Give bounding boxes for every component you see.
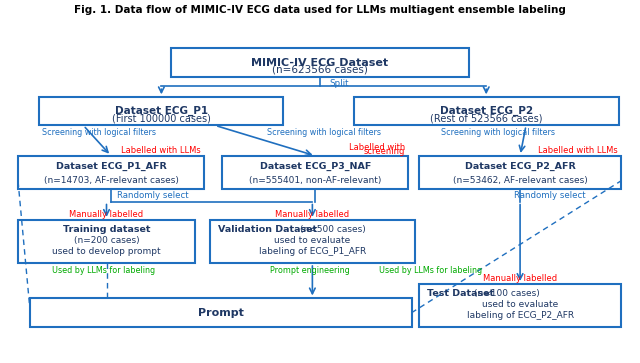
Text: Used by LLMs for labeling: Used by LLMs for labeling xyxy=(52,266,155,275)
Text: Labelled with LLMs: Labelled with LLMs xyxy=(538,146,618,155)
Text: used to develop prompt: used to develop prompt xyxy=(52,247,161,256)
Text: Randomly select: Randomly select xyxy=(117,191,189,200)
Text: Dataset ECG_P3_NAF: Dataset ECG_P3_NAF xyxy=(260,162,371,171)
Text: screening: screening xyxy=(364,147,405,156)
Text: Dataset ECG_P1_AFR: Dataset ECG_P1_AFR xyxy=(56,162,166,171)
Text: Dataset ECG_P1: Dataset ECG_P1 xyxy=(115,106,208,117)
Text: Training dataset: Training dataset xyxy=(63,225,150,234)
FancyBboxPatch shape xyxy=(419,156,621,189)
Text: Fig. 1. Data flow of MIMIC-IV ECG data used for LLMs multiagent ensemble labelin: Fig. 1. Data flow of MIMIC-IV ECG data u… xyxy=(74,5,566,16)
Text: Dataset ECG_P2: Dataset ECG_P2 xyxy=(440,106,532,117)
FancyBboxPatch shape xyxy=(18,220,195,263)
Text: Manually labelled: Manually labelled xyxy=(69,209,143,219)
Text: Randomly select: Randomly select xyxy=(514,191,586,200)
FancyBboxPatch shape xyxy=(223,156,408,189)
Text: Labelled with LLMs: Labelled with LLMs xyxy=(122,146,201,155)
FancyBboxPatch shape xyxy=(170,48,470,77)
Text: (n=555401, non-AF-relevant): (n=555401, non-AF-relevant) xyxy=(249,176,381,184)
Text: Manually labelled: Manually labelled xyxy=(483,274,557,283)
Text: Screening with logical filters: Screening with logical filters xyxy=(441,128,555,137)
Text: Labelled with: Labelled with xyxy=(349,143,405,152)
Text: (First 100000 cases): (First 100000 cases) xyxy=(112,113,211,123)
Text: (n=500 cases): (n=500 cases) xyxy=(301,225,366,234)
FancyBboxPatch shape xyxy=(353,97,619,125)
Text: Split: Split xyxy=(329,79,349,87)
Text: Dataset ECG_P2_AFR: Dataset ECG_P2_AFR xyxy=(465,162,575,171)
FancyBboxPatch shape xyxy=(419,284,621,327)
Text: Screening with logical filters: Screening with logical filters xyxy=(42,128,156,137)
Text: used to evaluate: used to evaluate xyxy=(482,300,558,309)
FancyBboxPatch shape xyxy=(18,156,204,189)
Text: Prompt: Prompt xyxy=(198,308,244,318)
FancyBboxPatch shape xyxy=(210,220,415,263)
Text: (n=200 cases): (n=200 cases) xyxy=(74,236,140,245)
Text: Manually labelled: Manually labelled xyxy=(275,209,349,219)
Text: Validation Dataset: Validation Dataset xyxy=(218,225,317,234)
FancyBboxPatch shape xyxy=(30,298,412,327)
Text: used to evaluate: used to evaluate xyxy=(275,236,351,245)
Text: Test Dataset: Test Dataset xyxy=(427,289,494,298)
Text: Used by LLMs for labeling: Used by LLMs for labeling xyxy=(380,266,483,275)
Text: Screening with logical filters: Screening with logical filters xyxy=(267,128,381,137)
Text: (n=53462, AF-relevant cases): (n=53462, AF-relevant cases) xyxy=(452,176,588,184)
Text: (n=623566 cases): (n=623566 cases) xyxy=(272,65,368,75)
Text: (n=14703, AF-relevant cases): (n=14703, AF-relevant cases) xyxy=(44,176,179,184)
Text: Prompt engineering: Prompt engineering xyxy=(269,266,349,275)
FancyBboxPatch shape xyxy=(40,97,284,125)
Text: (n=100 cases): (n=100 cases) xyxy=(474,289,540,298)
Text: MIMIC-IV ECG Dataset: MIMIC-IV ECG Dataset xyxy=(252,58,388,68)
Text: labeling of ECG_P1_AFR: labeling of ECG_P1_AFR xyxy=(259,247,366,256)
Text: labeling of ECG_P2_AFR: labeling of ECG_P2_AFR xyxy=(467,311,573,320)
Text: (Rest of 523566 cases): (Rest of 523566 cases) xyxy=(430,113,543,123)
